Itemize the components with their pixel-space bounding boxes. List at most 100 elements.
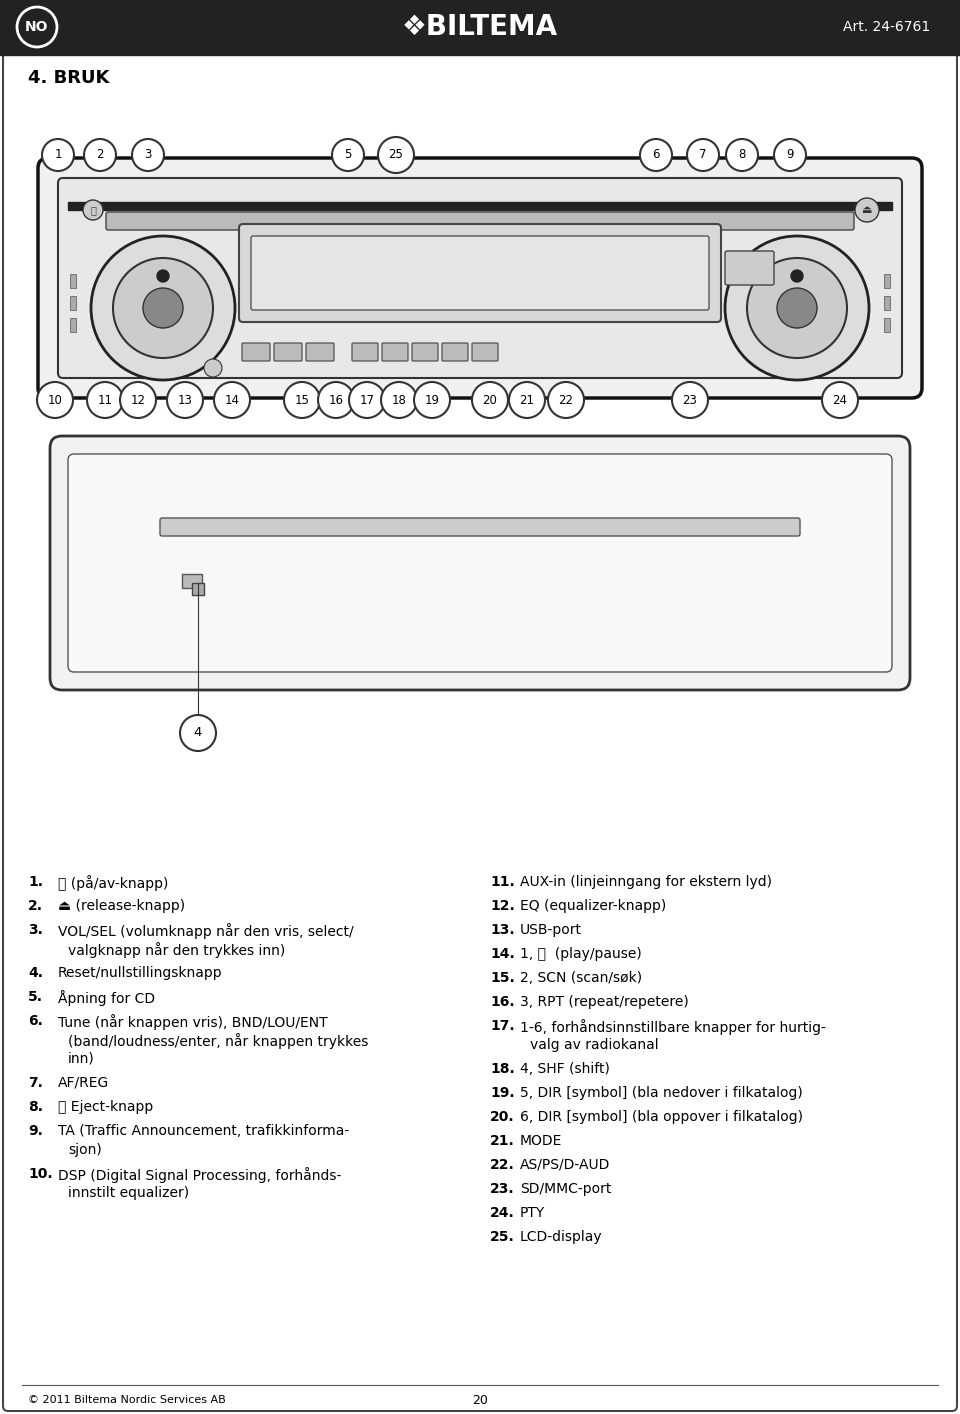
Text: 11: 11 [98, 393, 112, 406]
Text: Tune (når knappen vris), BND/LOU/ENT: Tune (når knappen vris), BND/LOU/ENT [58, 1014, 327, 1029]
Bar [70, 296, 76, 310]
Text: 5, DIR [symbol] (bla nedover i filkatalog): 5, DIR [symbol] (bla nedover i filkatalo… [520, 1086, 803, 1100]
Text: 23.: 23. [490, 1182, 515, 1196]
Text: (band/loudness/enter, når knappen trykkes: (band/loudness/enter, når knappen trykke… [68, 1034, 369, 1049]
Text: 21: 21 [519, 393, 535, 406]
Text: 5.: 5. [28, 990, 43, 1004]
Circle shape [42, 139, 74, 171]
Text: 19: 19 [424, 393, 440, 406]
Circle shape [822, 382, 858, 419]
Text: 23: 23 [683, 393, 697, 406]
FancyBboxPatch shape [251, 236, 709, 310]
Circle shape [83, 199, 103, 221]
Text: EQ (equalizer-knapp): EQ (equalizer-knapp) [520, 899, 666, 913]
Text: 9.: 9. [28, 1124, 43, 1138]
Text: 5: 5 [345, 148, 351, 161]
FancyBboxPatch shape [242, 344, 270, 361]
Circle shape [318, 382, 354, 419]
Text: 1, ⏯  (play/pause): 1, ⏯ (play/pause) [520, 947, 641, 962]
FancyBboxPatch shape [106, 212, 854, 230]
FancyBboxPatch shape [725, 252, 774, 286]
Text: 2: 2 [96, 148, 104, 161]
FancyBboxPatch shape [160, 518, 800, 536]
Circle shape [143, 288, 183, 328]
Circle shape [120, 382, 156, 419]
Text: sjon): sjon) [68, 1143, 102, 1157]
Text: 17.: 17. [490, 1019, 515, 1034]
Text: VOL/SEL (volumknapp når den vris, select/: VOL/SEL (volumknapp når den vris, select… [58, 923, 353, 939]
Text: NO: NO [25, 20, 49, 34]
Text: Åpning for CD: Åpning for CD [58, 990, 156, 1005]
Text: SD/MMC-port: SD/MMC-port [520, 1182, 612, 1196]
Text: 1.: 1. [28, 875, 43, 889]
Text: AF/REG: AF/REG [58, 1076, 109, 1090]
FancyBboxPatch shape [412, 344, 438, 361]
Circle shape [777, 288, 817, 328]
Text: 19.: 19. [490, 1086, 515, 1100]
Circle shape [37, 382, 73, 419]
Text: valgknapp når den trykkes inn): valgknapp når den trykkes inn) [68, 942, 285, 957]
Text: 8.: 8. [28, 1100, 43, 1114]
Circle shape [791, 270, 803, 281]
Bar [884, 274, 890, 288]
Circle shape [349, 382, 385, 419]
Text: PTY: PTY [520, 1206, 545, 1220]
Bar [0, 0, 960, 55]
FancyBboxPatch shape [58, 178, 902, 378]
Text: 18.: 18. [490, 1062, 515, 1076]
Circle shape [726, 139, 758, 171]
Text: LCD-display: LCD-display [520, 1230, 603, 1244]
Text: 16: 16 [328, 393, 344, 406]
Text: TA (Traffic Announcement, trafikkinforma-: TA (Traffic Announcement, trafikkinforma… [58, 1124, 349, 1138]
Text: 20: 20 [472, 1394, 488, 1407]
Circle shape [672, 382, 708, 419]
Text: valg av radiokanal: valg av radiokanal [530, 1038, 659, 1052]
Text: AUX-in (linjeinngang for ekstern lyd): AUX-in (linjeinngang for ekstern lyd) [520, 875, 772, 889]
Text: 24.: 24. [490, 1206, 515, 1220]
Circle shape [747, 257, 847, 358]
Circle shape [414, 382, 450, 419]
Text: 8: 8 [738, 148, 746, 161]
Bar [70, 318, 76, 332]
Circle shape [855, 198, 879, 222]
Circle shape [284, 382, 320, 419]
Bar [68, 202, 892, 211]
Text: 12.: 12. [490, 899, 515, 913]
Circle shape [774, 139, 806, 171]
Text: 1-6, forhåndsinnstillbare knapper for hurtig-: 1-6, forhåndsinnstillbare knapper for hu… [520, 1019, 826, 1035]
Circle shape [725, 236, 869, 380]
Bar [70, 274, 76, 288]
Bar [182, 574, 202, 588]
FancyBboxPatch shape [442, 344, 468, 361]
Text: USB-port: USB-port [520, 923, 582, 937]
Circle shape [167, 382, 203, 419]
Text: 14: 14 [225, 393, 239, 406]
Circle shape [472, 382, 508, 419]
Text: 14.: 14. [490, 947, 515, 962]
Text: 22.: 22. [490, 1158, 515, 1172]
Bar [884, 318, 890, 332]
Circle shape [509, 382, 545, 419]
Circle shape [87, 382, 123, 419]
Text: 11.: 11. [490, 875, 515, 889]
Text: 20.: 20. [490, 1110, 515, 1124]
Circle shape [332, 139, 364, 171]
Text: ⏏ (release-knapp): ⏏ (release-knapp) [58, 899, 185, 913]
Text: 25.: 25. [490, 1230, 515, 1244]
Text: ⏻: ⏻ [90, 205, 96, 215]
Circle shape [381, 382, 417, 419]
Circle shape [157, 270, 169, 281]
Text: 13.: 13. [490, 923, 515, 937]
Circle shape [113, 257, 213, 358]
Text: 3, RPT (repeat/repetere): 3, RPT (repeat/repetere) [520, 995, 688, 1010]
FancyBboxPatch shape [472, 344, 498, 361]
Text: 25: 25 [389, 148, 403, 161]
Text: 10: 10 [48, 393, 62, 406]
Text: 4.: 4. [28, 966, 43, 980]
Text: Art. 24-6761: Art. 24-6761 [843, 20, 930, 34]
Text: ⏻ (på/av-knapp): ⏻ (på/av-knapp) [58, 875, 168, 891]
Circle shape [378, 137, 414, 173]
Text: MODE: MODE [520, 1134, 563, 1148]
Text: 15: 15 [295, 393, 309, 406]
Text: 2, SCN (scan/søk): 2, SCN (scan/søk) [520, 971, 642, 986]
